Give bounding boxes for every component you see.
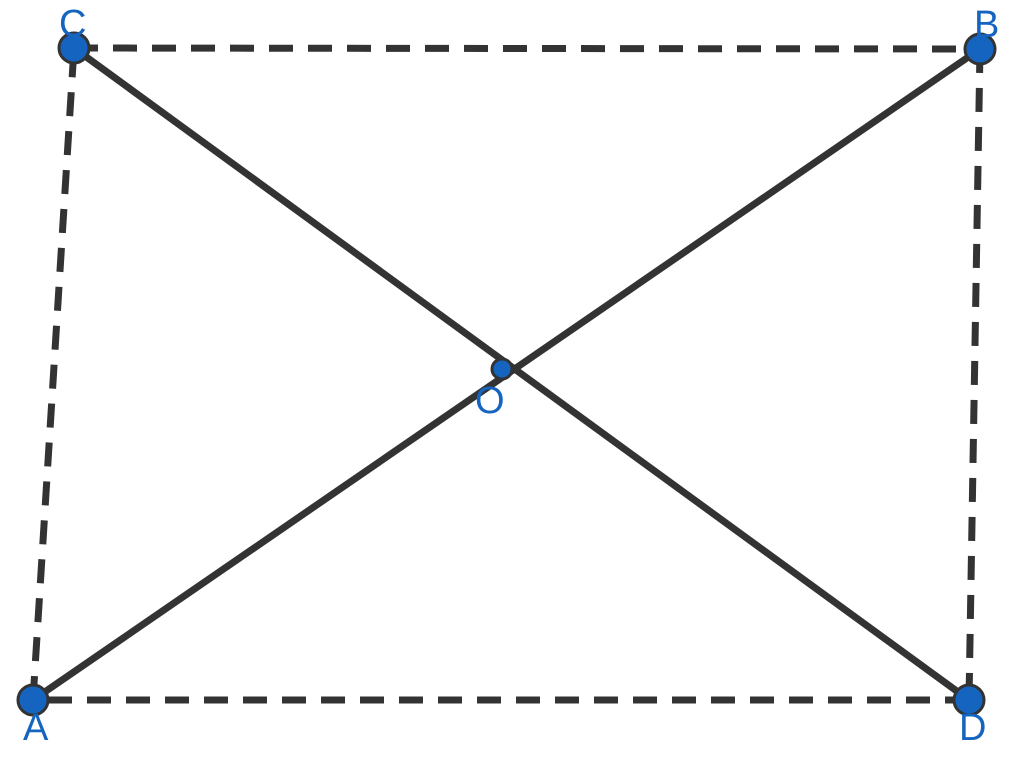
label-D: D — [959, 707, 986, 749]
label-C: C — [59, 3, 86, 45]
edge-C-B-dashed — [74, 48, 980, 49]
point-O — [492, 359, 512, 379]
label-A: A — [23, 707, 49, 749]
geometry-diagram: A B C D O — [0, 0, 1021, 763]
edge-B-D-dashed — [969, 49, 980, 700]
label-B: B — [974, 4, 999, 46]
edge-A-C-dashed — [33, 48, 74, 700]
label-O: O — [475, 380, 505, 422]
